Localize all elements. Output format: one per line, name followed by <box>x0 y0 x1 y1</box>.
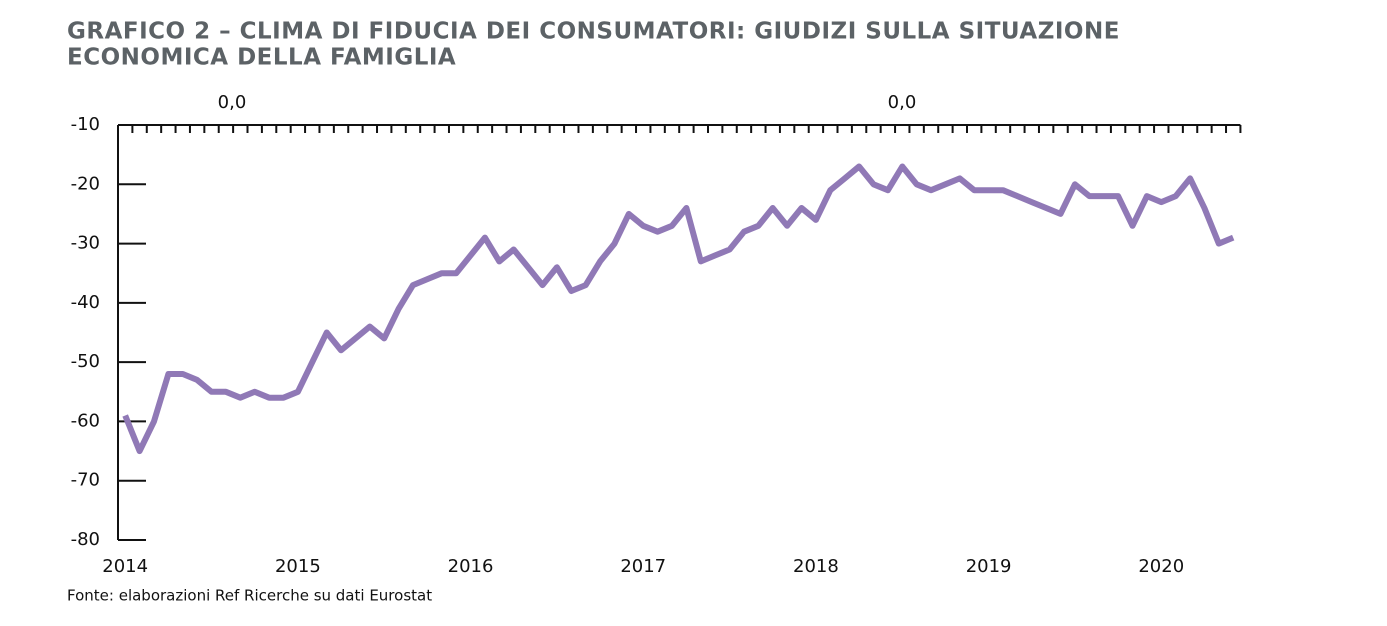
y-tick-label: -30 <box>71 233 100 254</box>
x-tick-label: 2019 <box>966 556 1012 577</box>
x-tick-label: 2014 <box>102 556 148 577</box>
source: Fonte: elaborazioni Ref Ricerche su dati… <box>67 587 432 605</box>
x-tick-label: 2018 <box>793 556 839 577</box>
annotation: 0,0 <box>888 92 917 113</box>
y-tick-label: -50 <box>71 351 100 372</box>
x-tick-label: 2017 <box>620 556 666 577</box>
chart-title: ECONOMICA DELLA FAMIGLIA <box>67 45 456 71</box>
y-tick-label: -80 <box>71 529 100 550</box>
x-tick-label: 2015 <box>275 556 321 577</box>
y-tick-label: -20 <box>71 173 100 194</box>
y-tick-label: -40 <box>71 292 100 313</box>
y-tick-label: -70 <box>71 470 100 491</box>
y-tick-label: -10 <box>71 114 100 135</box>
line <box>122 163 1235 455</box>
y-tick-label: -60 <box>71 410 100 431</box>
annotation: 0,0 <box>218 92 247 113</box>
x-tick-label: 2020 <box>1138 556 1184 577</box>
chart-title: GRAFICO 2 – CLIMA DI FIDUCIA DEI CONSUMA… <box>67 19 1120 45</box>
x-tick-label: 2016 <box>448 556 494 577</box>
